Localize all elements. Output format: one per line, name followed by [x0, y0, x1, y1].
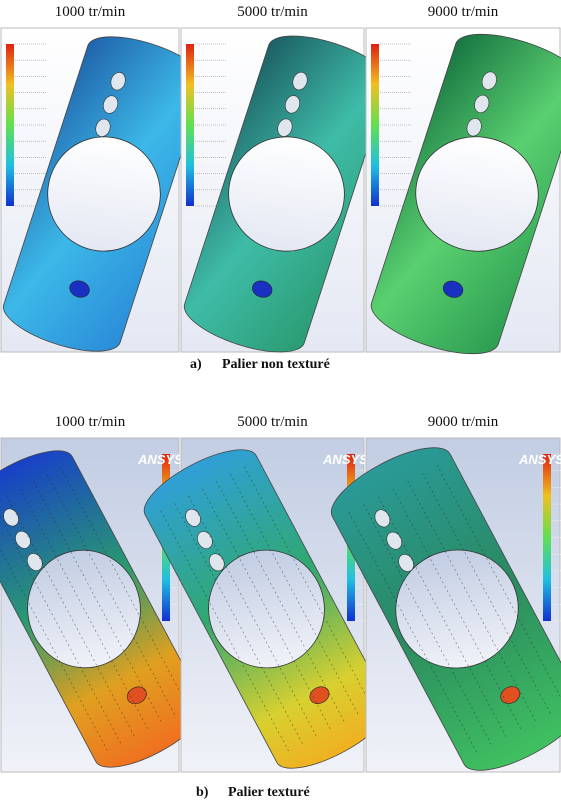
- ansys-logo: ANSYS: [518, 452, 561, 467]
- panel-label: 9000 tr/min: [428, 414, 499, 430]
- caption-letter: b): [196, 785, 209, 800]
- caption-text: Palier non texturé: [222, 357, 330, 372]
- panel-label: 5000 tr/min: [237, 414, 308, 430]
- ansys-logo: ANSYS: [322, 452, 368, 467]
- figure: 1000 tr/min 5000 tr/min 9000 tr/min a) Palie…: [0, 0, 561, 807]
- caption-letter: a): [190, 357, 202, 372]
- color-bar: [543, 454, 551, 621]
- color-bar: [371, 44, 379, 206]
- color-bar: [186, 44, 194, 206]
- panel-label: 9000 tr/min: [428, 4, 499, 20]
- color-bar: [6, 44, 14, 206]
- page: {"figure_a": {"letter": "a)", "caption":…: [0, 0, 561, 807]
- ansys-logo: ANSYS: [137, 452, 183, 467]
- caption-text: Palier texturé: [228, 785, 310, 800]
- panel-label: 5000 tr/min: [237, 4, 308, 20]
- panel-label: 1000 tr/min: [55, 4, 126, 20]
- panel-label: 1000 tr/min: [55, 414, 126, 430]
